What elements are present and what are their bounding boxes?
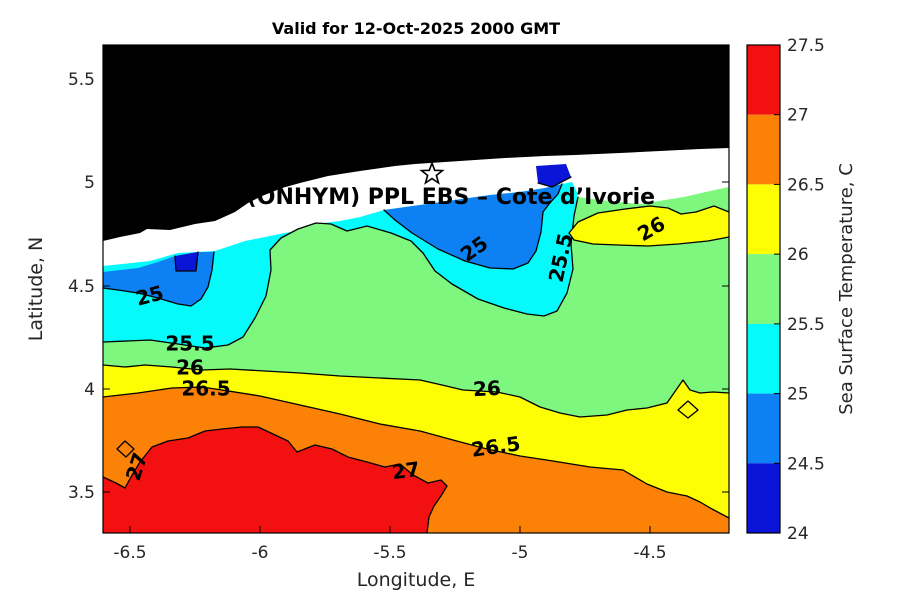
y-tick: 4 (84, 380, 95, 400)
colorbar-segment-24-24.5 (747, 463, 780, 533)
colorbar: 27.5 27 26.5 26 25.5 25 24.5 24 Sea Surf… (746, 36, 857, 544)
colorbar-ticks (774, 114, 780, 464)
contour-line-25-west (102, 251, 215, 307)
colorbar-segment-24.5-25 (747, 393, 780, 464)
x-axis-tick-labels: -6.5 -6 -5.5 -5 -4.5 (113, 543, 666, 563)
figure-title: Valid for 12-Oct-2025 2000 GMT (272, 19, 560, 38)
x-tick: -5 (512, 543, 529, 563)
y-axis-label: Latitude, N (25, 237, 47, 342)
contour-label: 26.5 (181, 377, 230, 401)
contour-line-24.5-west (174, 251, 199, 272)
colorbar-frame (746, 44, 781, 534)
contour-line-26 (102, 364, 730, 418)
band-26-26.5-northeast (569, 206, 729, 246)
contour-label: 27 (390, 457, 421, 485)
contour-line-27 (102, 426, 448, 534)
x-tick: -6 (252, 543, 269, 563)
cbar-tick: 27 (787, 106, 809, 126)
band-24.5-25-center (384, 184, 562, 269)
pocket-27-27.5 (116, 440, 135, 458)
land-mask (103, 45, 729, 241)
colorbar-tick-labels: 27.5 27 26.5 26 25.5 25 24.5 24 (787, 36, 825, 544)
plot-frame (102, 44, 730, 534)
x-tick: -4.5 (633, 543, 666, 563)
cbar-tick: 24 (787, 524, 809, 544)
cbar-tick: 26.5 (787, 175, 825, 195)
colorbar-segment-25-25.5 (747, 323, 780, 394)
overlay-annotation: A (ONHYM) PPL EBS – Cote d’Ivorie (222, 185, 655, 210)
x-axis-label: Longitude, E (357, 569, 476, 591)
contour-line-24.5-north (537, 176, 572, 188)
y-tick: 5.5 (68, 70, 95, 90)
cbar-tick: 25 (787, 385, 809, 405)
axis-ticks (103, 45, 729, 533)
contour-label: 26 (472, 376, 501, 401)
cbar-tick: 27.5 (787, 36, 825, 56)
contour-line-25-center (383, 183, 563, 270)
y-tick: 4.5 (68, 277, 95, 297)
contour-label: 26 (176, 356, 204, 380)
colorbar-segment-26.5-27 (747, 114, 780, 185)
cbar-tick: 26 (787, 245, 809, 265)
contour-line-26.5 (102, 386, 730, 519)
y-axis-tick-labels: 5.5 5 4.5 4 3.5 (68, 70, 95, 503)
y-tick: 5 (84, 173, 95, 193)
colorbar-label: Sea Surface Temperature, C (836, 163, 857, 415)
pocket-25.5-26 (677, 400, 699, 419)
map-plot-area: A (ONHYM) PPL EBS – Cote d’Ivorie 25 25.… (102, 44, 730, 534)
x-tick: -5.5 (373, 543, 406, 563)
star-marker (419, 160, 445, 185)
band-24-24.5-west (175, 252, 198, 271)
contour-line-26-northeast (568, 205, 730, 247)
colorbar-segment-26-26.5 (747, 184, 780, 255)
colorbar-segment-27-27.5 (747, 45, 780, 115)
x-tick: -6.5 (113, 543, 146, 563)
colorbar-segment-25.5-26 (747, 254, 780, 324)
contour-line-25.5 (102, 196, 579, 349)
cbar-tick: 24.5 (787, 454, 825, 474)
band-27-27.5 (103, 427, 447, 533)
cbar-tick: 25.5 (787, 315, 825, 335)
y-tick: 3.5 (68, 483, 95, 503)
contour-label: 25.5 (165, 332, 214, 356)
